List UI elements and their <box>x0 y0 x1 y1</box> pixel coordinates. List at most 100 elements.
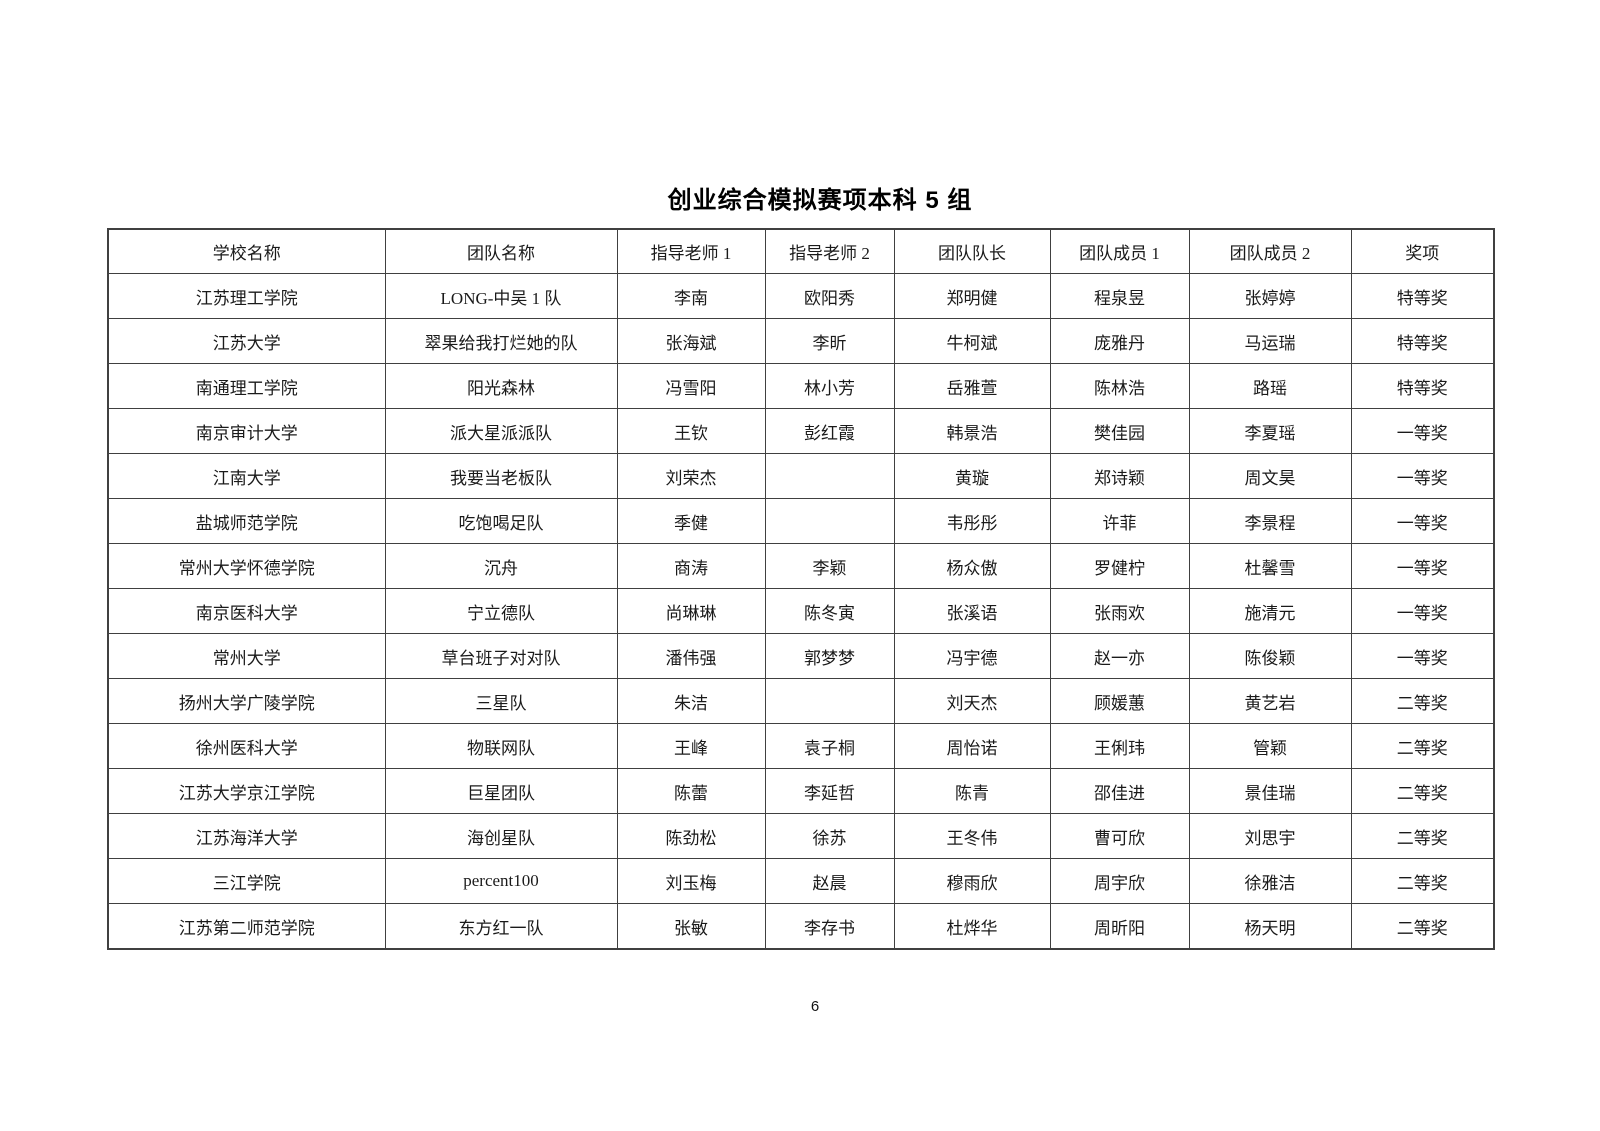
table-cell: 袁子桐 <box>764 723 895 769</box>
table-cell: 东方红一队 <box>384 903 618 950</box>
table-cell: 韦彤彤 <box>893 498 1051 544</box>
table-cell: 周怡诺 <box>893 723 1051 769</box>
table-cell: 黄艺岩 <box>1188 678 1352 724</box>
header-team-member-2: 团队成员 2 <box>1188 228 1352 274</box>
table-body: 江苏理工学院 LONG-中吴 1 队李南 欧阳秀 郑明健 程泉昱 张婷婷 特等奖 江苏大学 翠果… <box>107 273 1495 950</box>
header-team-name: 团队名称 <box>384 228 618 274</box>
table-cell: 陈冬寅 <box>764 588 895 634</box>
table-cell: 李昕 <box>764 318 895 364</box>
table-cell: 朱洁 <box>616 678 766 724</box>
table-cell: 景佳瑞 <box>1188 768 1352 814</box>
table-cell: 陈蕾 <box>616 768 766 814</box>
table-row: 扬州大学广陵学院 三星队 朱洁 刘天杰 顾媛蕙 黄艺岩 二等奖 <box>107 678 1495 724</box>
header-school-name: 学校名称 <box>107 228 386 274</box>
table-cell: 杨众傲 <box>893 543 1051 589</box>
table-cell: 刘荣杰 <box>616 453 766 499</box>
table-cell: 江南大学 <box>107 453 386 499</box>
table-cell: 许菲 <box>1049 498 1190 544</box>
table-cell: 李南 <box>616 273 766 319</box>
table-cell: 张溪语 <box>893 588 1051 634</box>
table-cell: 陈俊颖 <box>1188 633 1352 679</box>
table-cell: 二等奖 <box>1350 858 1495 904</box>
table-cell: 施清元 <box>1188 588 1352 634</box>
table-cell: 马运瑞 <box>1188 318 1352 364</box>
table-cell: 派大星派派队 <box>384 408 618 454</box>
table-cell: 江苏海洋大学 <box>107 813 386 859</box>
table-cell: 徐州医科大学 <box>107 723 386 769</box>
table-cell: 杜烨华 <box>893 903 1051 950</box>
table-cell: 杜馨雪 <box>1188 543 1352 589</box>
table-cell: 陈劲松 <box>616 813 766 859</box>
table-cell: 常州大学 <box>107 633 386 679</box>
table-cell: 张海斌 <box>616 318 766 364</box>
table-cell: 南通理工学院 <box>107 363 386 409</box>
table-cell: 冯雪阳 <box>616 363 766 409</box>
table-cell: 我要当老板队 <box>384 453 618 499</box>
table-cell: 刘玉梅 <box>616 858 766 904</box>
table-row: 常州大学 草台班子对对队 潘伟强 郭梦梦 冯宇德 赵一亦 陈俊颖 一等奖 <box>107 633 1495 679</box>
table-cell: 李夏瑶 <box>1188 408 1352 454</box>
table-cell: 特等奖 <box>1350 363 1495 409</box>
table-cell: 刘天杰 <box>893 678 1051 724</box>
header-team-member-1: 团队成员 1 <box>1049 228 1190 274</box>
table-cell: 庞雅丹 <box>1049 318 1190 364</box>
table-row: 南京审计大学 派大星派派队 王钦 彭红霞 韩景浩 樊佳园 李夏瑶 一等奖 <box>107 408 1495 454</box>
table-cell: 一等奖 <box>1350 543 1495 589</box>
table-cell: 潘伟强 <box>616 633 766 679</box>
table-row: 江苏海洋大学 海创星队 陈劲松 徐苏 王冬伟 曹可欣 刘思宇 二等奖 <box>107 813 1495 859</box>
header-row: 学校名称 团队名称 指导老师 1 指导老师 2 团队队长 团队成员 1 团队成员… <box>107 228 1495 274</box>
table-cell: 常州大学怀德学院 <box>107 543 386 589</box>
table-cell: percent100 <box>384 858 618 904</box>
table-cell: 李颖 <box>764 543 895 589</box>
table-cell: 彭红霞 <box>764 408 895 454</box>
table-cell: 穆雨欣 <box>893 858 1051 904</box>
header-team-captain: 团队队长 <box>893 228 1051 274</box>
table-cell: 江苏理工学院 <box>107 273 386 319</box>
table-cell: 二等奖 <box>1350 813 1495 859</box>
table-cell: 物联网队 <box>384 723 618 769</box>
table-cell: 海创星队 <box>384 813 618 859</box>
table-cell: 南京医科大学 <box>107 588 386 634</box>
table-cell: 杨天明 <box>1188 903 1352 950</box>
table-cell: 张婷婷 <box>1188 273 1352 319</box>
table-cell: 林小芳 <box>764 363 895 409</box>
table-cell: 一等奖 <box>1350 408 1495 454</box>
table-cell: 一等奖 <box>1350 498 1495 544</box>
table-cell: 刘思宇 <box>1188 813 1352 859</box>
table-cell: 赵晨 <box>764 858 895 904</box>
table-cell: 徐苏 <box>764 813 895 859</box>
table-cell: 扬州大学广陵学院 <box>107 678 386 724</box>
table-cell: 郑诗颖 <box>1049 453 1190 499</box>
page-title: 创业综合模拟赛项本科 5 组 <box>667 187 973 214</box>
table-cell <box>764 678 895 724</box>
table-cell: 李景程 <box>1188 498 1352 544</box>
table-cell: 翠果给我打烂她的队 <box>384 318 618 364</box>
table-row: 江苏理工学院 LONG-中吴 1 队李南 欧阳秀 郑明健 程泉昱 张婷婷 特等奖 <box>107 273 1495 319</box>
table-cell: 欧阳秀 <box>764 273 895 319</box>
table-cell: 二等奖 <box>1350 723 1495 769</box>
table-cell: 王俐玮 <box>1049 723 1190 769</box>
table-cell: 曹可欣 <box>1049 813 1190 859</box>
table-cell: 李存书 <box>764 903 895 950</box>
table-cell: 罗健柠 <box>1049 543 1190 589</box>
table-cell: 路瑶 <box>1188 363 1352 409</box>
table-cell: 特等奖 <box>1350 273 1495 319</box>
table-cell: 顾媛蕙 <box>1049 678 1190 724</box>
table-cell: 吃饱喝足队 <box>384 498 618 544</box>
table-row: 江苏大学 翠果给我打烂她的队 张海斌 李昕 牛柯斌 庞雅丹 马运瑞 特等奖 <box>107 318 1495 364</box>
table-cell: 沉舟 <box>384 543 618 589</box>
table-cell: 张敏 <box>616 903 766 950</box>
table-cell: 岳雅萱 <box>893 363 1051 409</box>
table-cell: LONG-中吴 1 队 <box>384 273 618 319</box>
table-cell: 程泉昱 <box>1049 273 1190 319</box>
table-cell: 郑明健 <box>893 273 1051 319</box>
table-row: 南通理工学院 阳光森林 冯雪阳 林小芳 岳雅萱 陈林浩 路瑶 特等奖 <box>107 363 1495 409</box>
table-row: 徐州医科大学 物联网队 王峰 袁子桐 周怡诺 王俐玮 管颖 二等奖 <box>107 723 1495 769</box>
table-cell: 尚琳琳 <box>616 588 766 634</box>
page-number: 6 <box>810 998 820 1015</box>
table-cell: 冯宇德 <box>893 633 1051 679</box>
table-cell: 巨星团队 <box>384 768 618 814</box>
table-cell: 李延哲 <box>764 768 895 814</box>
table-cell: 周宇欣 <box>1049 858 1190 904</box>
